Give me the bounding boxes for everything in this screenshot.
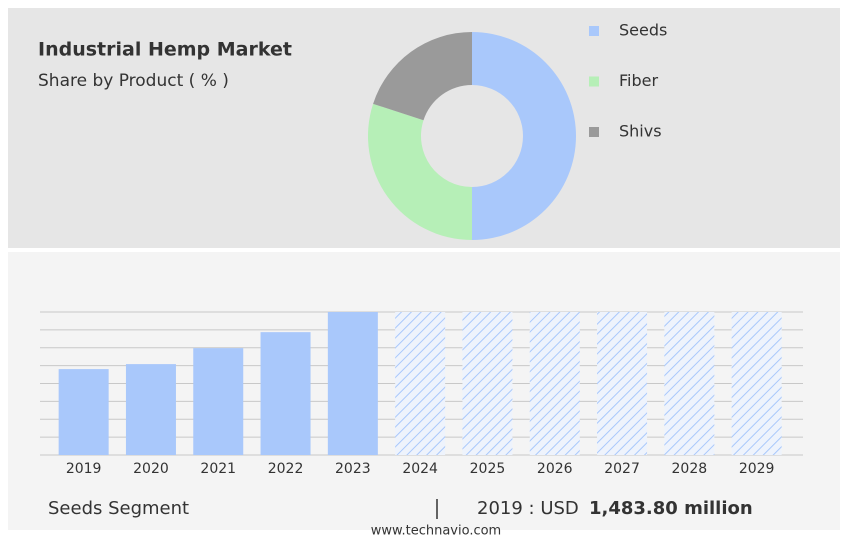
legend-swatch bbox=[589, 76, 599, 87]
segment-label: Seeds Segment bbox=[48, 498, 189, 519]
legend-swatch bbox=[589, 26, 599, 36]
title: Industrial Hemp Market bbox=[38, 39, 292, 61]
x-tick-label: 2021 bbox=[200, 461, 236, 477]
donut-chart: Seeds Fiber Shivs bbox=[368, 21, 667, 240]
x-tick-label: 2020 bbox=[133, 461, 169, 477]
bar bbox=[58, 369, 109, 455]
legend-label: Seeds bbox=[619, 21, 667, 40]
legend-label: Fiber bbox=[619, 71, 658, 90]
forecast-bar bbox=[529, 312, 580, 455]
forecast-bar bbox=[731, 312, 782, 455]
legend-swatch bbox=[589, 127, 599, 137]
x-tick-label: 2019 bbox=[66, 461, 102, 477]
x-tick-label: 2023 bbox=[335, 461, 371, 477]
forecast-bar bbox=[597, 312, 648, 455]
forecast-bar bbox=[462, 312, 513, 455]
bar-chart: 2019 2020 2021 2022 2023 2024 2025 2026 2027 2028… bbox=[40, 311, 803, 477]
x-tick-label: 2026 bbox=[537, 461, 573, 477]
x-tick-label: 2028 bbox=[672, 461, 708, 477]
bar bbox=[193, 348, 244, 455]
year-label: 2019 : USD bbox=[477, 498, 579, 519]
forecast-bar bbox=[395, 312, 446, 455]
donut-slice bbox=[472, 32, 576, 240]
value-label: 1,483.80 million bbox=[589, 498, 753, 519]
x-tick-label: 2024 bbox=[402, 461, 438, 477]
bar bbox=[260, 332, 311, 455]
x-tick-label: 2022 bbox=[268, 461, 304, 477]
x-tick-label: 2027 bbox=[604, 461, 640, 477]
x-tick-label: 2029 bbox=[739, 461, 775, 477]
x-tick-label: 2025 bbox=[470, 461, 506, 477]
bar bbox=[125, 364, 176, 455]
forecast-bar bbox=[664, 312, 715, 455]
source: www.technavio.com bbox=[371, 524, 501, 538]
donut-slice bbox=[368, 103, 472, 240]
subtitle: Share by Product ( % ) bbox=[38, 71, 229, 91]
legend-label: Shivs bbox=[619, 122, 662, 141]
bar bbox=[327, 312, 378, 455]
donut-slice bbox=[373, 32, 472, 121]
